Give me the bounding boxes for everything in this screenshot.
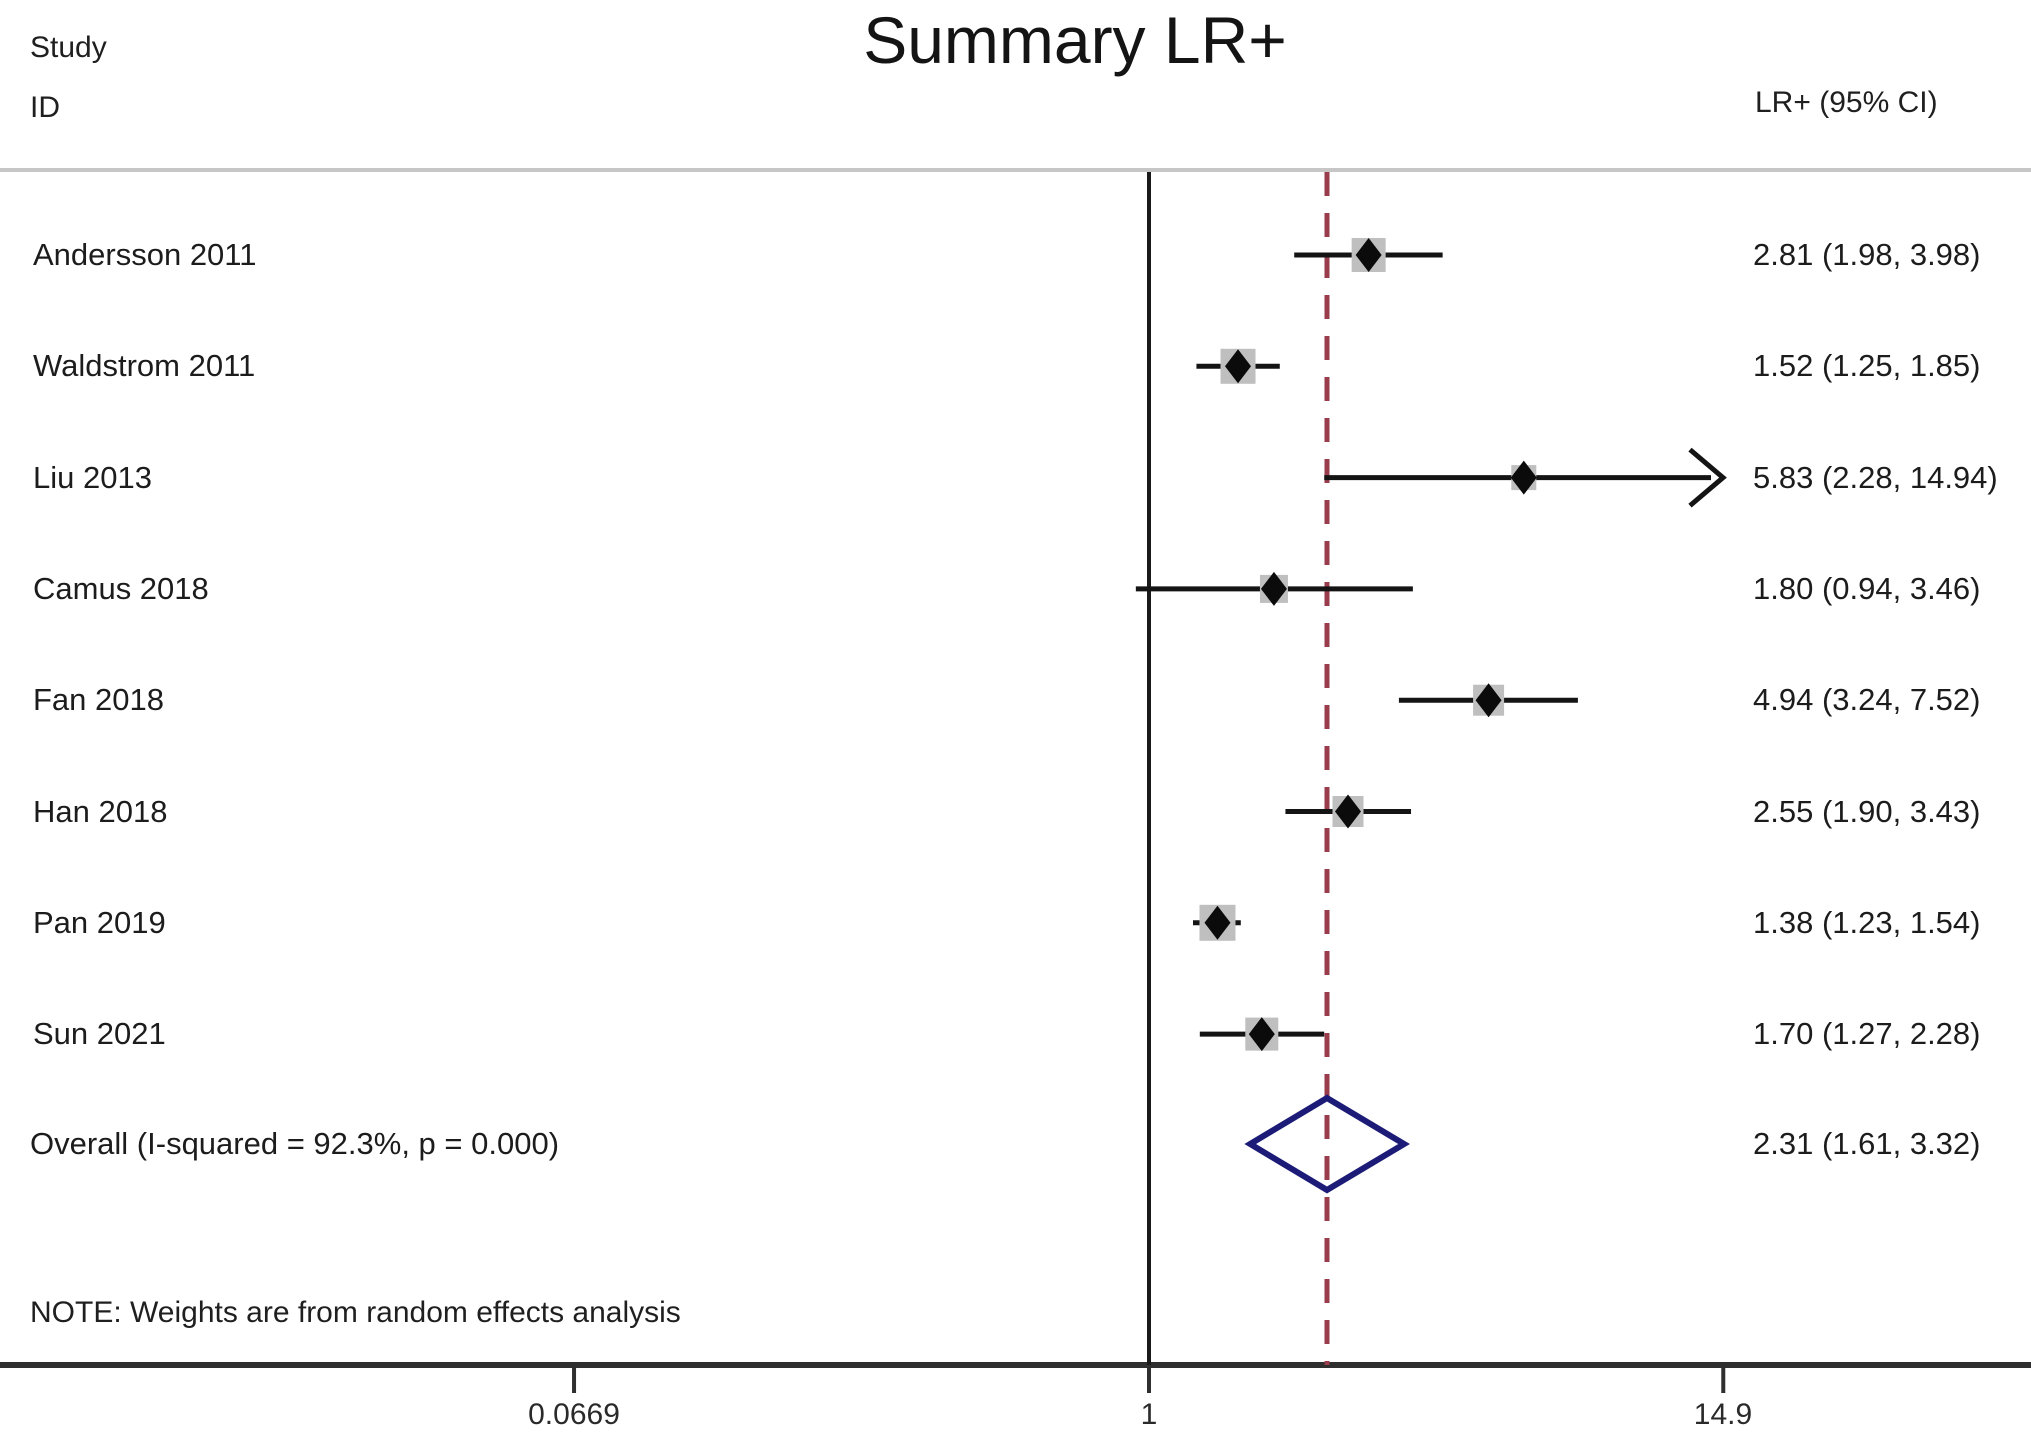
study-label: Sun 2021 [33,1016,166,1052]
overall-diamond [1244,1094,1410,1194]
effect-value: 1.38 (1.23, 1.54) [1753,904,1981,940]
study-label: Pan 2019 [33,904,166,940]
point-marker [1204,905,1231,940]
point-marker [1248,1017,1275,1052]
effect-value: 2.81 (1.98, 3.98) [1753,237,1981,272]
effect-value: 5.83 (2.28, 14.94) [1753,459,1998,495]
overall-effect-value: 2.31 (1.61, 3.32) [1753,1126,1981,1161]
arrow-right-icon [1688,447,1727,508]
axis-tick-label: 1 [1140,1398,1158,1431]
page-title: Summary LR+ [863,3,1287,77]
study-label: Camus 2018 [33,570,209,606]
axis-tick-label: 14.9 [1693,1398,1753,1431]
study-label: Liu 2013 [33,459,152,495]
point-marker [1260,571,1287,606]
effect-value: 4.94 (3.24, 7.52) [1753,682,1981,718]
point-marker [1475,683,1502,718]
point-marker [1335,794,1362,829]
effect-value: 1.80 (0.94, 3.46) [1753,570,1981,606]
point-marker [1225,349,1252,384]
point-marker [1510,460,1537,495]
effect-value: 2.55 (1.90, 3.43) [1753,793,1981,829]
column-header-study: Study [30,31,107,64]
study-label: Fan 2018 [33,682,164,718]
effect-value: 1.52 (1.25, 1.85) [1753,348,1981,384]
study-label: Han 2018 [33,793,168,829]
overall-label: Overall (I-squared = 92.3%, p = 0.000) [30,1126,560,1161]
study-label: Waldstrom 2011 [33,348,256,384]
effect-value: 1.70 (1.27, 2.28) [1753,1016,1981,1052]
column-header-id: ID [30,91,60,124]
point-marker [1355,238,1382,272]
study-label: Andersson 2011 [33,237,257,272]
axis-tick-label: 0.0669 [528,1398,620,1431]
column-header-effect: LR+ (95% CI) [1755,86,1938,119]
note: NOTE: Weights are from random effects an… [30,1296,681,1329]
